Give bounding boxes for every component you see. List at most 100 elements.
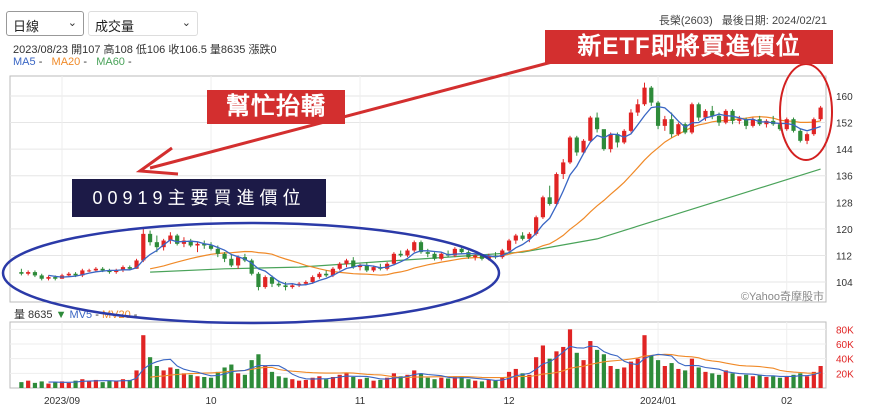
candle-body [649, 87, 654, 103]
volume-bar [188, 374, 193, 388]
volume-bar [418, 373, 424, 388]
candle-body [554, 174, 559, 204]
candle-body [134, 260, 139, 269]
volume-bar [439, 377, 444, 388]
candle-body [615, 134, 620, 143]
candle-body [236, 257, 241, 266]
candle-body [561, 162, 566, 175]
candle-body [357, 265, 363, 268]
volume-bar [215, 371, 220, 388]
volume-bar [486, 379, 491, 388]
volume-bar [337, 374, 342, 388]
volume-bar [147, 357, 153, 388]
volume-bar [256, 354, 261, 388]
volume-bar [669, 363, 674, 388]
candle-body [147, 233, 153, 243]
volume-bar [818, 366, 823, 388]
candle-body [439, 253, 444, 259]
candle-body [188, 240, 193, 246]
candle-body [486, 255, 491, 259]
volume-bar [520, 373, 525, 388]
volume-bar [744, 374, 749, 388]
mv20-line [150, 353, 821, 379]
candle-body [811, 119, 816, 135]
volume-bar [73, 380, 78, 388]
volume-bar [242, 374, 247, 388]
volume-bar [459, 377, 464, 388]
candle-body [114, 270, 119, 273]
candle-body [93, 268, 98, 271]
volume-bar [202, 377, 207, 388]
candle-body [506, 240, 512, 251]
candle-body [120, 267, 126, 271]
volume-bar [39, 381, 44, 388]
candle-body [784, 119, 789, 130]
x-tick-label: 12 [503, 396, 515, 407]
volume-bar [134, 370, 139, 388]
candle-body [696, 104, 701, 118]
volume-bar [107, 380, 112, 388]
candle-body [100, 268, 105, 271]
chevron-down-icon: ⌄ [181, 17, 191, 29]
candle-body [567, 137, 573, 163]
volume-bar [141, 335, 146, 388]
candle-body [263, 277, 268, 288]
candle-body [161, 240, 166, 248]
candle-body [337, 263, 342, 269]
volume-bar [513, 368, 518, 388]
volume-bar [276, 376, 281, 388]
candle-body [107, 270, 112, 273]
volume-bar [608, 366, 613, 388]
candle-body [608, 134, 613, 150]
candle-body [669, 119, 674, 135]
volume-bar [445, 378, 451, 388]
volume-bar [554, 351, 559, 388]
volume-bar [534, 357, 539, 388]
candle-body [53, 277, 58, 279]
volume-bar [398, 376, 403, 388]
volume-bar [723, 370, 728, 388]
volume-bar [540, 345, 546, 388]
volume-bar [649, 355, 654, 388]
candle-body [500, 250, 505, 258]
candle-body [635, 104, 640, 113]
volume-bar [500, 377, 505, 388]
volume-bar [798, 373, 803, 388]
ma-legend: MA5 - MA20 - MA60 - [13, 56, 132, 68]
volume-bar [208, 377, 214, 388]
candle-body [405, 250, 410, 256]
volume-bar [59, 381, 65, 388]
volume-bar [100, 382, 105, 388]
candle-body [750, 119, 755, 126]
last-date: 2024/02/21 [771, 15, 827, 27]
indicator-select-value: 成交量 [95, 19, 135, 34]
candle-body [744, 119, 749, 126]
candle-body [32, 272, 38, 276]
period-select[interactable]: 日線 ⌄ [6, 11, 84, 36]
ma5-line [48, 105, 821, 286]
volume-bar [317, 376, 322, 388]
volume-bar [344, 373, 349, 388]
volume-bar [662, 366, 667, 388]
volume-bar [283, 377, 288, 388]
candle-body [595, 117, 600, 130]
x-tick-label: 2023/09 [44, 396, 81, 407]
volume-bar [452, 376, 457, 388]
candle-body [127, 267, 132, 269]
volume-bar [175, 368, 180, 388]
help-annotation: 幫忙抬轎 [207, 90, 345, 124]
volume-bar [351, 377, 356, 388]
candle-body [175, 235, 180, 244]
candle-body [520, 235, 525, 239]
volume-bar [19, 382, 24, 388]
candle-body [547, 197, 552, 204]
volume-bar [716, 374, 722, 388]
candle-body [222, 253, 227, 259]
volume-bar [310, 377, 315, 388]
indicator-select[interactable]: 成交量 ⌄ [88, 11, 198, 36]
key-price-annotation: 00919主要買進價位 [72, 179, 326, 217]
candle-body [208, 245, 214, 249]
candle-body [798, 130, 803, 141]
candle-body [716, 115, 722, 123]
